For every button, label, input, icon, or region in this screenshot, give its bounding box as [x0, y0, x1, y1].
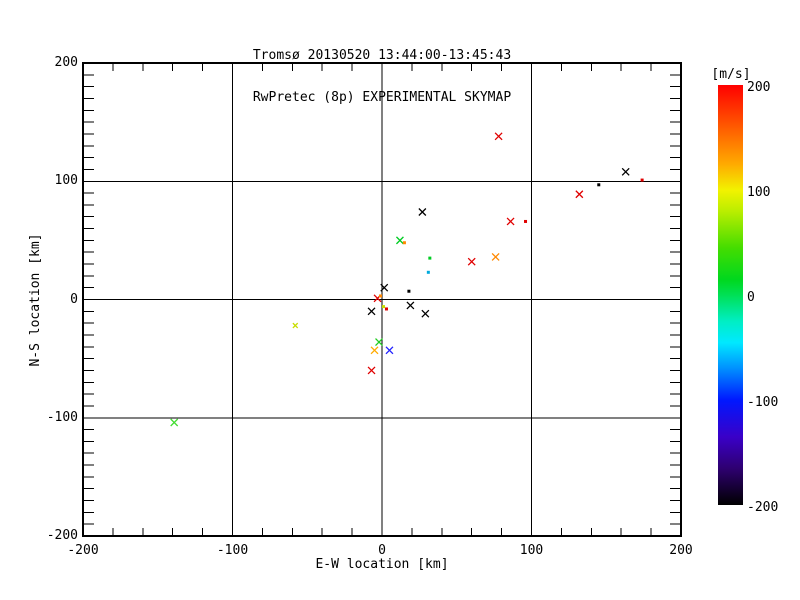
plot-title: Tromsø 20130520 13:44:00-13:45:43 [252, 48, 512, 63]
scatter-marker-x [506, 217, 515, 226]
x-tick-label: -200 [67, 543, 99, 558]
y-tick-label: 0 [70, 291, 78, 307]
scatter-marker-x [367, 366, 376, 375]
colorbar-tick-label: 100 [747, 185, 771, 200]
x-tick-label: 100 [519, 543, 544, 558]
scatter-marker-x [367, 307, 376, 316]
scatter-marker-x [395, 236, 404, 245]
x-tick-label: 200 [669, 543, 693, 558]
scatter-marker-x [370, 346, 379, 355]
plot-subtitle: RwPretec (8p) EXPERIMENTAL SKYMAP [252, 90, 512, 105]
y-tick-label: -100 [46, 409, 78, 425]
y-tick-label: 100 [54, 173, 78, 189]
scatter-marker-x [292, 322, 299, 329]
colorbar-tick-label: -100 [747, 395, 779, 410]
scatter-marker-dot [640, 178, 644, 182]
colorbar-tick-label: 200 [747, 80, 771, 95]
scatter-marker-dot [402, 241, 406, 245]
scatter-marker-x [491, 252, 500, 261]
plot-title-block: Tromsø 20130520 13:44:00-13:45:43 RwPret… [83, 21, 681, 133]
scatter-marker-dot [524, 219, 528, 223]
scatter-marker-x [170, 418, 179, 427]
scatter-marker-x [621, 167, 630, 176]
colorbar-tick-label: 0 [747, 290, 755, 305]
scatter-marker-dot [379, 294, 383, 298]
scatter-marker-x [375, 338, 383, 347]
colorbar-unit-label: [m/s] [711, 67, 751, 82]
y-tick-label: 200 [54, 55, 78, 70]
y-tick-label: -200 [46, 528, 78, 543]
scatter-marker-dot [597, 183, 601, 187]
scatter-marker-dot [426, 270, 430, 274]
scatter-marker-x [385, 346, 394, 355]
colorbar [718, 85, 743, 505]
x-tick-label: -100 [216, 543, 249, 558]
scatter-marker-x [494, 132, 503, 141]
x-axis-label: E-W location [km] [315, 557, 449, 572]
scatter-marker-x [380, 283, 389, 292]
scatter-marker-dot [407, 289, 411, 293]
scatter-marker-x [418, 208, 427, 216]
scatter-marker-x [467, 257, 476, 266]
scatter-marker-x [406, 301, 415, 310]
scatter-marker-dot [381, 305, 385, 309]
scatter-marker-dot [384, 307, 388, 311]
scatter-marker-x [421, 309, 430, 318]
scatter-marker-x [575, 190, 584, 199]
x-tick-label: 0 [378, 543, 386, 558]
colorbar-tick-label: -200 [747, 500, 779, 515]
scatter-marker-dot [428, 256, 432, 260]
